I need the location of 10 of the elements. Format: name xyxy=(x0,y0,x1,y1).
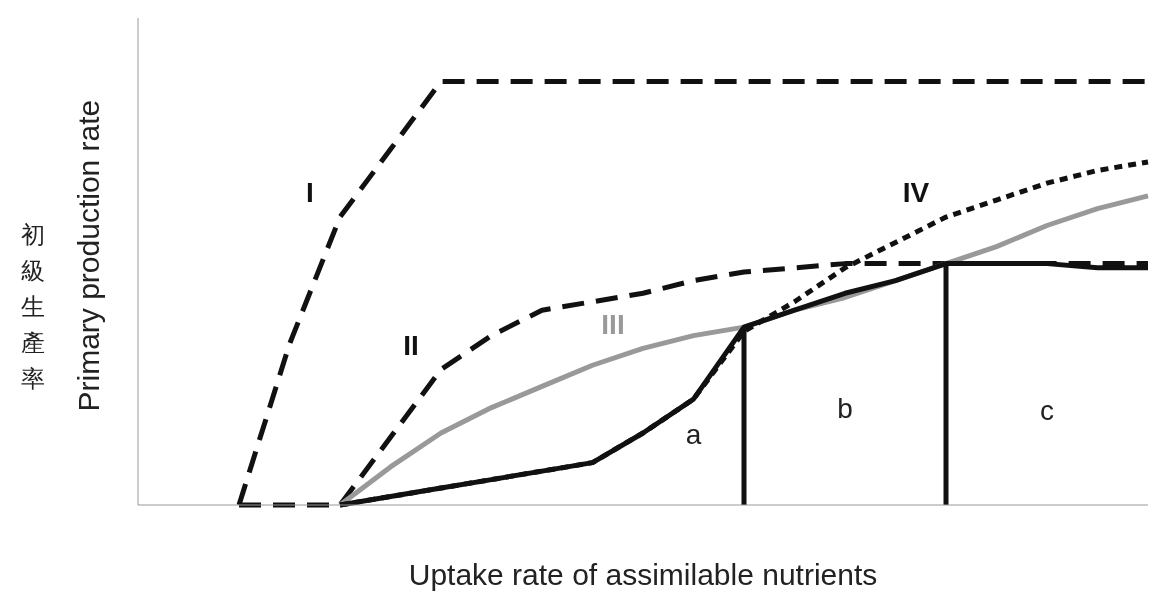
y-axis-title: Primary production rate xyxy=(71,99,105,412)
series-label: IV xyxy=(902,177,930,209)
annotation: b xyxy=(837,393,853,425)
series-label: III xyxy=(601,308,625,340)
series-label: I xyxy=(306,177,314,209)
annotation: a xyxy=(685,418,702,450)
annotation: c xyxy=(1040,395,1054,427)
x-axis-title: Uptake rate of assimilable nutrients xyxy=(408,558,878,591)
series-label: II xyxy=(403,329,419,361)
text: 初級生產率 xyxy=(21,219,45,395)
